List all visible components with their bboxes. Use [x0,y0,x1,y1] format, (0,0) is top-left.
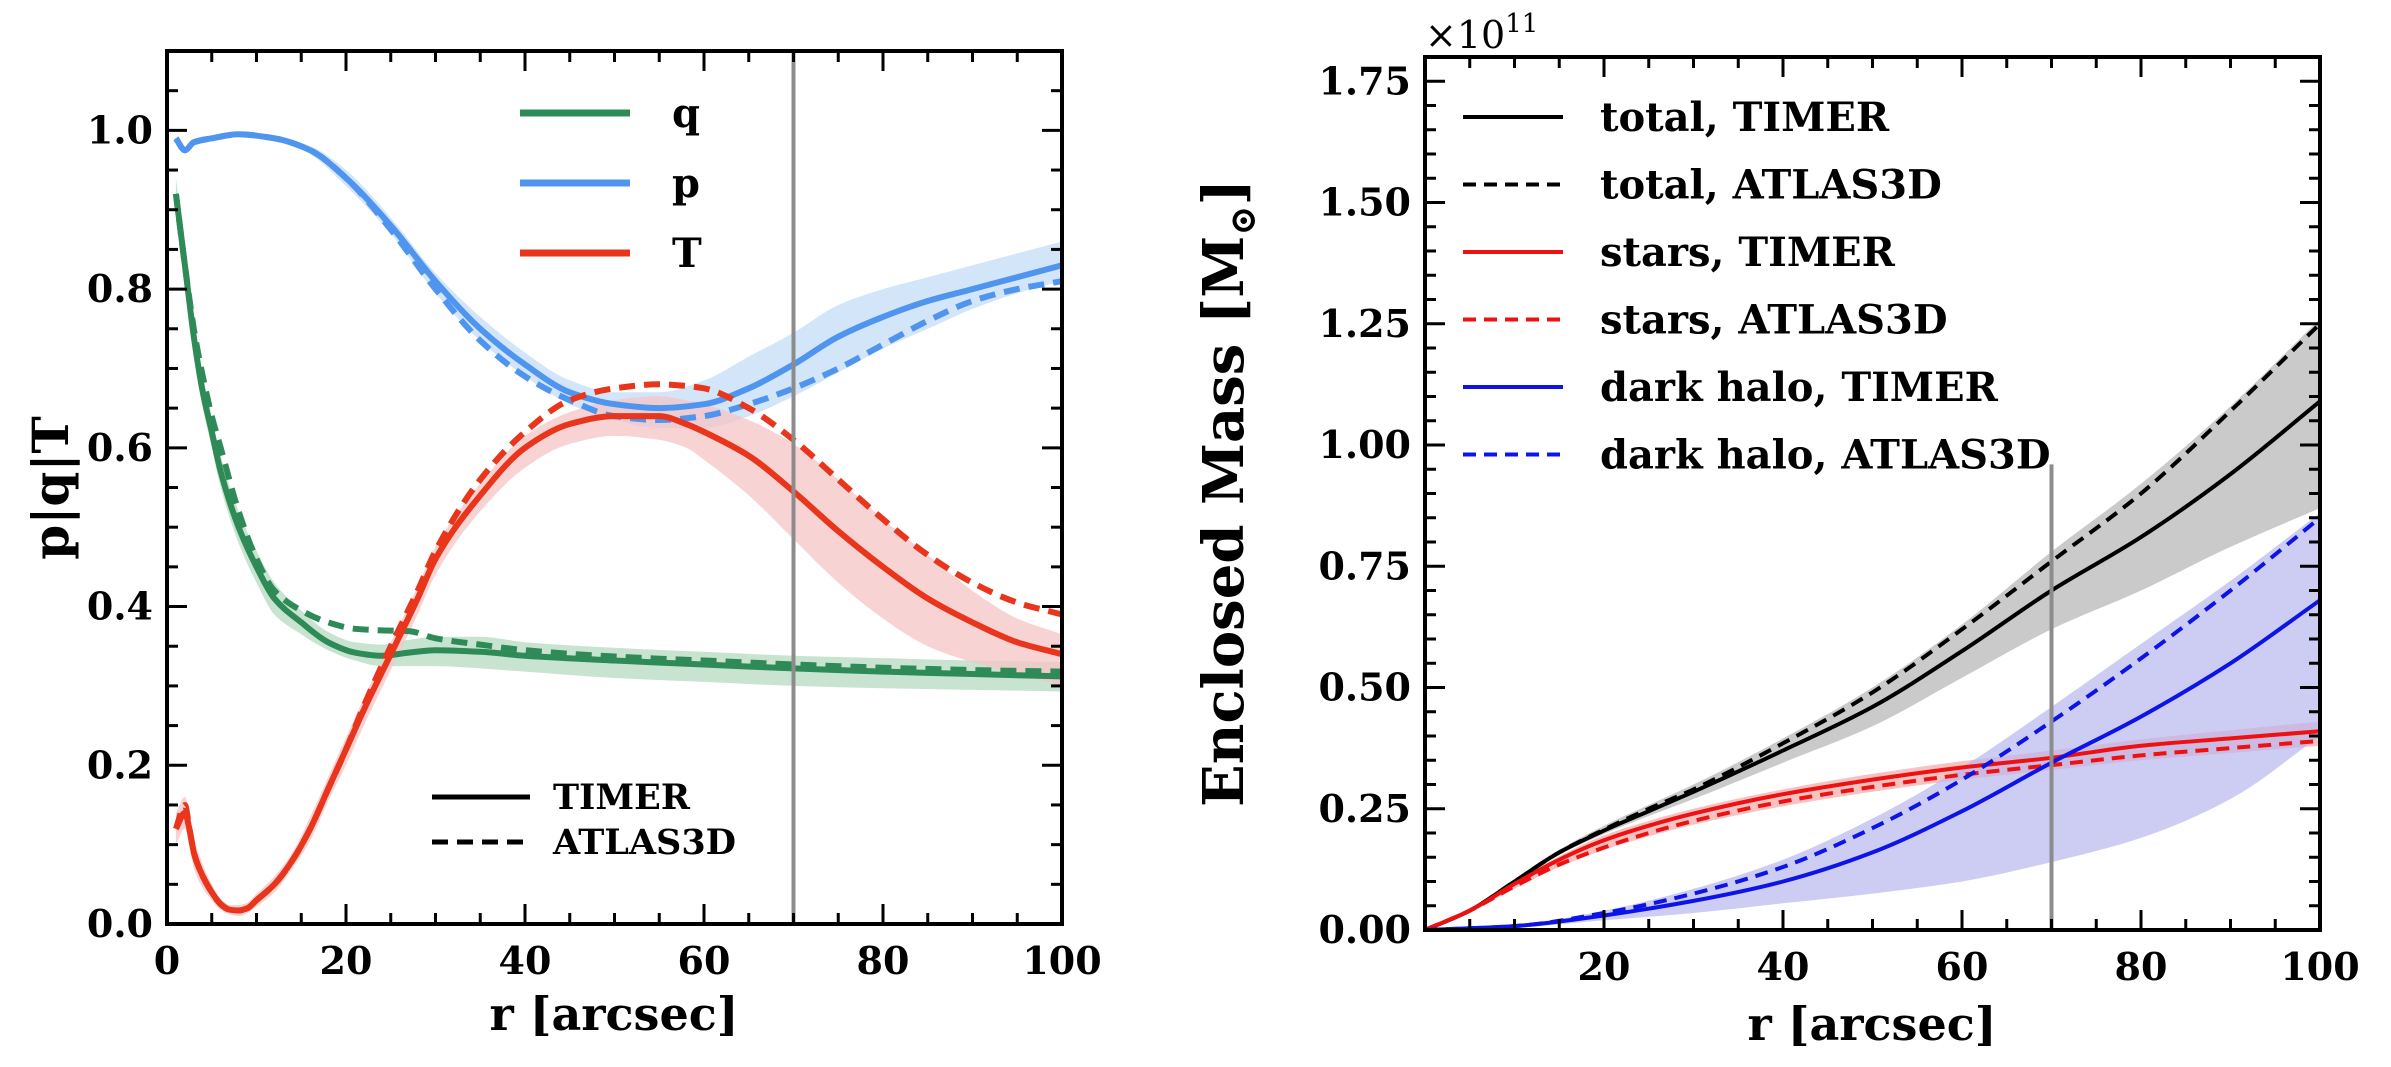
q-timer-line [172,193,1062,680]
y-axis-multiplier: ×1011 [1425,9,1538,57]
legend-label-atlas3d: ATLAS3D [552,822,736,863]
y-tick-label: 0.0 [87,901,153,946]
legend-label-p: p [672,160,700,207]
dark-halo-timer-line [1425,598,2320,930]
x-tick-label: 20 [1578,944,1631,989]
legend-label-timer: TIMER [553,777,691,818]
x-tick-label: 40 [1757,944,1810,989]
x-tick-label: 60 [678,938,731,983]
dark-halo-atlas3d-line [1425,516,2320,930]
y-tick-label: 0.50 [1318,665,1411,710]
t-uncertainty-band [175,396,1062,917]
legend-label: total, ATLAS3D [1600,162,1942,209]
legend-label: stars, ATLAS3D [1600,297,1948,344]
legend-label-T: T [672,230,702,277]
right-chart: 20 40 60 80 100 0.00 0.25 0.50 0.75 1.00 1.25 1.50 1… [1191,9,2360,1051]
legend-label: stars, TIMER [1600,229,1896,276]
left-chart: 0 20 40 60 80 100 0.0 0.2 0.4 0.6 0.8 1.0 r [arcsec… [21,49,1102,1041]
y-tick-label: 0.6 [87,425,153,470]
legend-label: dark halo, TIMER [1600,364,1999,411]
p-uncertainty-band [175,134,1062,429]
x-tick-label: 80 [857,938,910,983]
total-timer-line [1425,399,2320,930]
right-y-axis-label: Enclosed Mass [M⊙] [1191,179,1264,807]
y-tick-label: 0.2 [87,742,153,787]
y-tick-label: 0.75 [1318,543,1411,588]
right-x-axis-label: r [arcsec] [1747,997,1996,1051]
x-tick-label: 0 [154,938,180,983]
y-tick-label: 1.50 [1318,180,1411,225]
dark-halo-uncertainty-band [1425,512,2320,930]
y-tick-label: 1.0 [87,107,153,152]
legend-label: total, TIMER [1600,94,1890,141]
x-tick-label: 80 [2115,944,2168,989]
legend-label: dark halo, ATLAS3D [1600,432,2051,479]
x-tick-label: 60 [1936,944,1989,989]
left-y-axis-label: p|q|T [21,416,81,560]
left-x-axis-label: r [arcsec] [489,987,738,1041]
y-tick-label: 1.00 [1318,422,1411,467]
y-tick-label: 0.25 [1318,786,1411,831]
y-tick-label: 1.75 [1318,58,1411,103]
stars-timer-line [1425,729,2320,930]
p-atlas3d-line [173,131,1062,424]
t-timer-line [173,413,1062,914]
x-tick-label: 100 [2280,944,2359,989]
right-legend: total, TIMER total, ATLAS3D stars, TIMER st… [1463,94,2051,479]
left-legend-series: qpT [520,90,702,277]
x-tick-label: 40 [499,938,552,983]
y-tick-label: 0.00 [1318,907,1411,952]
y-tick-label: 1.25 [1318,301,1411,346]
x-tick-label: 100 [1022,938,1101,983]
p-timer-line [173,131,1062,412]
y-tick-label: 0.8 [87,266,153,311]
q-atlas3d-line [172,193,1062,675]
y-tick-label: 0.4 [87,584,153,629]
x-tick-label: 20 [320,938,373,983]
legend-label-q: q [672,90,700,137]
stars-atlas3d-line [1425,738,2320,930]
